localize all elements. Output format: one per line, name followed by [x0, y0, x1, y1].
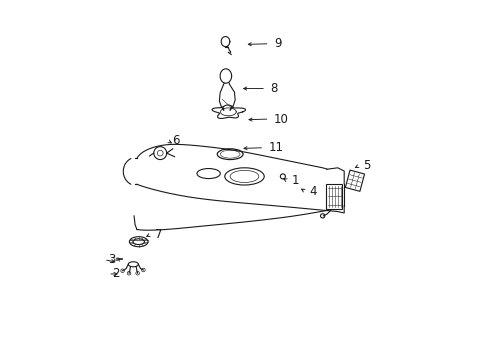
Text: 2: 2 [112, 267, 120, 280]
Text: 6: 6 [171, 134, 179, 147]
Text: 10: 10 [273, 113, 288, 126]
Text: 11: 11 [268, 141, 283, 154]
Text: 1: 1 [291, 174, 299, 187]
Text: 3: 3 [108, 253, 115, 266]
Text: 9: 9 [273, 37, 281, 50]
Text: 4: 4 [309, 185, 317, 198]
Text: 7: 7 [155, 228, 162, 241]
Text: 8: 8 [270, 82, 277, 95]
Text: 5: 5 [363, 159, 370, 172]
